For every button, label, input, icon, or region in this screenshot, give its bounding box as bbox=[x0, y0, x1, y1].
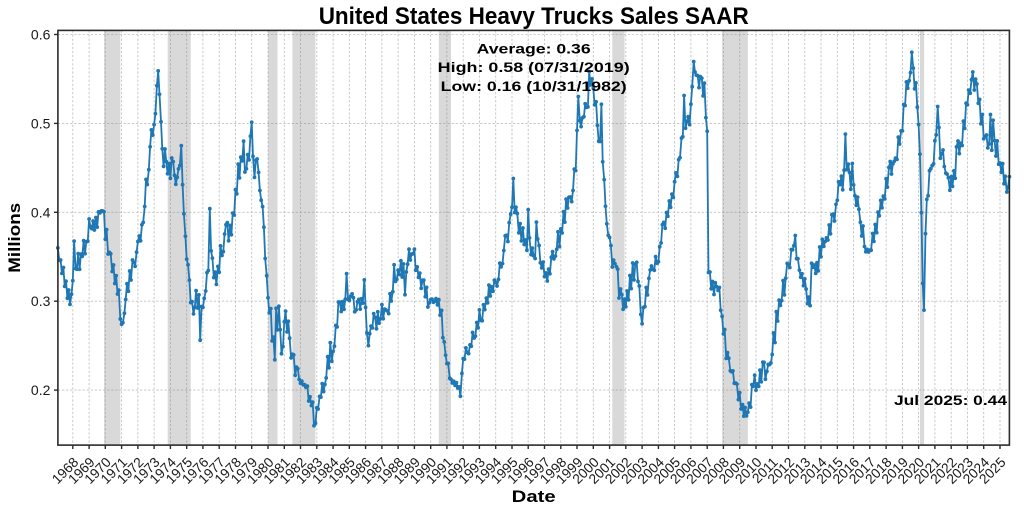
svg-text:Millions: Millions bbox=[6, 203, 24, 273]
svg-text:0.3: 0.3 bbox=[31, 293, 51, 309]
svg-text:United States Heavy Trucks Sal: United States Heavy Trucks Sales SAAR bbox=[319, 3, 749, 30]
svg-text:0.4: 0.4 bbox=[31, 204, 51, 220]
svg-text:0.2: 0.2 bbox=[31, 382, 51, 398]
svg-text:0.6: 0.6 bbox=[31, 27, 51, 43]
svg-text:Date: Date bbox=[512, 488, 556, 506]
svg-text:0.5: 0.5 bbox=[31, 115, 51, 131]
svg-text:High: 0.58 (07/31/2019): High: 0.58 (07/31/2019) bbox=[438, 60, 630, 75]
svg-text:Low: 0.16 (10/31/1982): Low: 0.16 (10/31/1982) bbox=[441, 79, 627, 94]
svg-text:Jul 2025: 0.44: Jul 2025: 0.44 bbox=[894, 393, 1008, 408]
svg-text:Average: 0.36: Average: 0.36 bbox=[477, 42, 591, 57]
